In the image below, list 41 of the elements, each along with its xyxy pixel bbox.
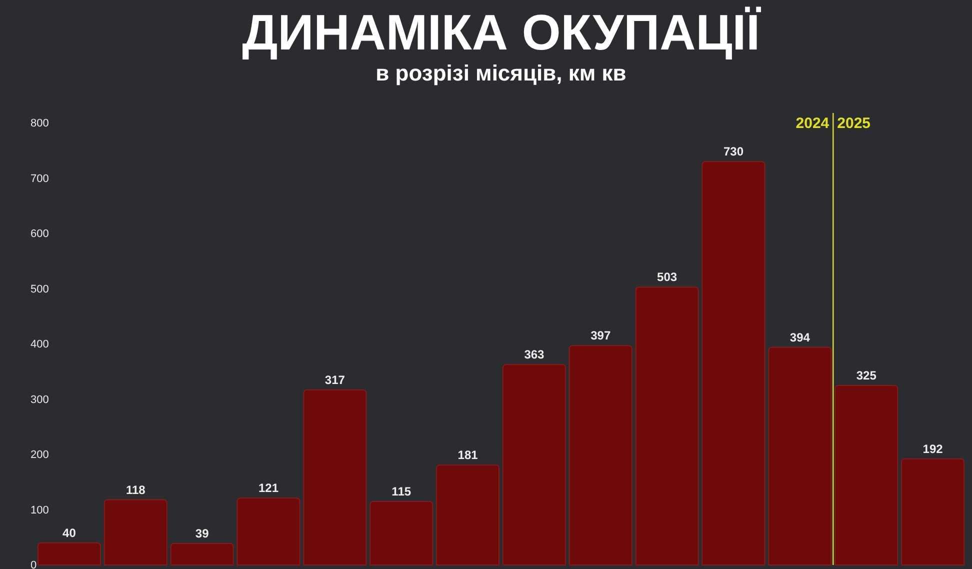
bar [702,161,766,566]
bar [635,286,699,566]
data-label: 39 [195,526,210,540]
bar [502,364,566,566]
y-tick-label: 800 [30,118,49,130]
bar [901,458,965,566]
data-label: 181 [458,448,478,462]
bar [236,498,300,566]
bar [303,389,367,566]
annotation: 2024 [796,115,830,132]
y-tick-label: 100 [30,504,49,516]
chart-subtitle: в розрізі місяців, км кв [376,60,626,86]
bar [568,345,632,566]
bar [834,384,898,566]
data-label: 730 [723,144,744,159]
y-tick-label: 500 [30,283,49,296]
y-tick-label: 200 [30,449,49,461]
annotation: 2025 [837,115,871,132]
bar [37,542,101,566]
bar [370,500,434,566]
data-label: 325 [856,368,877,382]
data-label: 394 [790,330,810,344]
y-tick-label: 700 [30,172,49,185]
bar [170,542,234,566]
data-label: 121 [258,481,279,496]
data-label: 317 [324,372,346,387]
bar [768,346,832,566]
bar [436,464,500,566]
data-label: 503 [657,270,678,284]
y-tick-label: 0 [30,560,37,569]
y-tick-label: 600 [30,228,49,240]
y-tick-label: 300 [30,394,49,406]
data-label: 397 [590,328,611,343]
y-tick-label: 400 [30,338,49,350]
data-label: 118 [126,482,146,497]
data-label: 115 [392,484,412,498]
bar [104,499,168,566]
data-label: 363 [524,347,545,362]
data-label: 192 [922,442,944,456]
chart-title: ДИНАМІКА ОКУПАЦІЇ [242,4,762,60]
data-label: 40 [62,526,76,540]
